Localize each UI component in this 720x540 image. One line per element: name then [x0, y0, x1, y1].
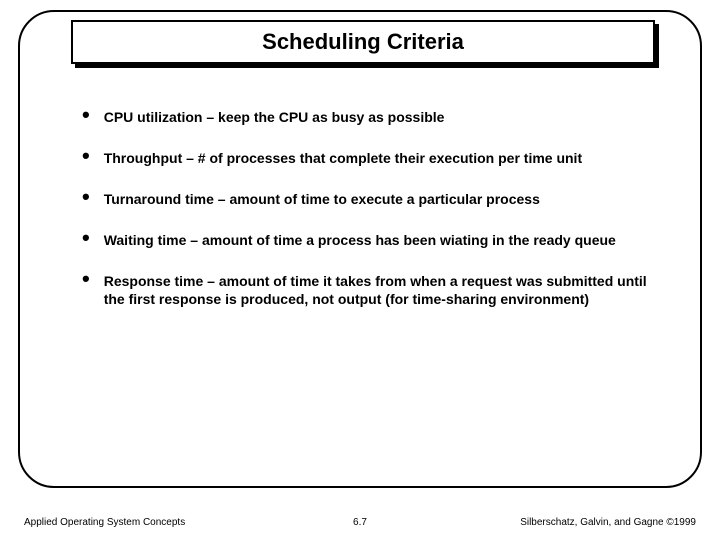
bullet-text: Turnaround time – amount of time to exec… — [104, 190, 540, 209]
bullet-dot: • — [82, 149, 90, 163]
bullet-dot: • — [82, 190, 90, 204]
bullet-text: Waiting time – amount of time a process … — [104, 231, 616, 250]
bullet-text: Throughput – # of processes that complet… — [104, 149, 582, 168]
bullet-dot: • — [82, 272, 90, 286]
bullet-text-bold: not — [312, 291, 334, 307]
footer-right: Silberschatz, Galvin, and Gagne ©1999 — [520, 517, 702, 528]
footer-left: Applied Operating System Concepts — [18, 517, 185, 528]
bullet-item: • Turnaround time – amount of time to ex… — [82, 190, 652, 209]
footer: Applied Operating System Concepts 6.7 Si… — [18, 517, 702, 528]
bullet-item: • CPU utilization – keep the CPU as busy… — [82, 108, 652, 127]
bullet-text: CPU utilization – keep the CPU as busy a… — [104, 108, 445, 127]
bullet-dot: • — [82, 108, 90, 122]
bullet-text-post: output (for time-sharing environment) — [334, 291, 589, 307]
bullet-item: • Response time – amount of time it take… — [82, 272, 652, 310]
bullet-text: Response time – amount of time it takes … — [104, 272, 652, 310]
bullet-item: • Throughput – # of processes that compl… — [82, 149, 652, 168]
bullet-item: • Waiting time – amount of time a proces… — [82, 231, 652, 250]
slide-title: Scheduling Criteria — [262, 29, 464, 55]
title-box: Scheduling Criteria — [71, 20, 655, 64]
footer-center: 6.7 — [353, 517, 367, 528]
bullet-dot: • — [82, 231, 90, 245]
content-area: • CPU utilization – keep the CPU as busy… — [82, 108, 652, 331]
